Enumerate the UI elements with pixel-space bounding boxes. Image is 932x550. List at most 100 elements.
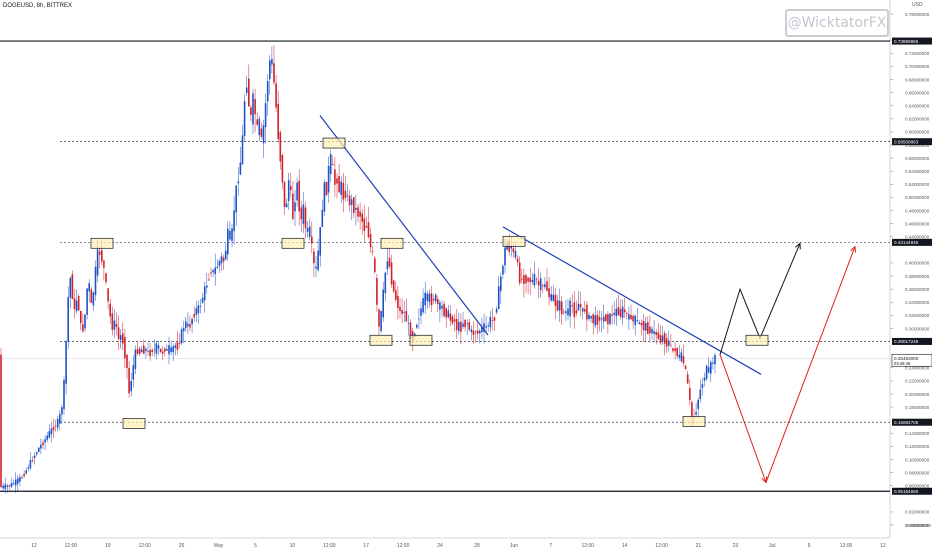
candle-body: [672, 348, 674, 352]
candle-body: [439, 302, 441, 310]
candle-body: [353, 197, 355, 214]
level-price-tag: [892, 337, 932, 345]
candle-body: [546, 281, 548, 291]
candle-body: [365, 225, 368, 228]
candle-body: [390, 262, 393, 285]
marker-box: [90, 237, 114, 249]
candle-body: [325, 181, 328, 196]
y-tick-label: 0.44000000: [905, 235, 930, 240]
candle-body: [269, 60, 271, 80]
x-tick-label: 26: [179, 543, 185, 549]
x-tick-label: 24: [437, 543, 443, 549]
candle-body: [264, 103, 267, 128]
candle-body: [71, 274, 74, 299]
candle-body: [124, 336, 126, 359]
candle-body: [35, 452, 38, 455]
candle-body: [657, 332, 660, 339]
candle-body: [663, 333, 666, 344]
candle-body: [701, 384, 704, 389]
y-tick-label: 0.08000000: [905, 470, 930, 475]
candle-body: [2, 485, 4, 489]
candle-body: [203, 286, 206, 301]
candle-body: [403, 311, 405, 313]
candle-body: [132, 365, 135, 380]
candle-body: [556, 300, 559, 311]
candle-body: [229, 230, 231, 240]
candle-body: [8, 485, 11, 487]
candle-body: [392, 280, 395, 292]
candle-body: [638, 322, 641, 325]
candle-body: [670, 344, 672, 346]
candle-body: [258, 118, 261, 136]
candle-body: [502, 265, 504, 275]
y-tick-label: 0.12000000: [905, 444, 930, 449]
candle-body: [678, 354, 681, 358]
candle-body: [533, 273, 536, 286]
level-price-tag: [892, 138, 932, 146]
candle-body: [308, 226, 311, 237]
candle-body: [636, 320, 639, 322]
candle-body: [140, 349, 143, 353]
candle-body: [241, 135, 244, 165]
candle-body: [235, 185, 237, 213]
candle-body: [254, 99, 256, 115]
candle-body: [210, 272, 212, 274]
candle-body: [275, 83, 277, 108]
candle-body: [380, 311, 382, 331]
candle-body: [573, 302, 576, 318]
candle-body: [668, 340, 670, 346]
candle-body: [90, 289, 93, 304]
candle-body: [460, 321, 462, 333]
candle-body: [539, 278, 542, 291]
candle-body: [531, 280, 534, 283]
candle-body: [67, 296, 69, 342]
x-tick-label: 17: [363, 543, 369, 549]
candle-body: [518, 262, 521, 284]
marker-box: [122, 418, 146, 429]
x-tick-label: Jun: [510, 543, 518, 549]
candle-body: [155, 343, 158, 354]
y-tick-label: 0.40000000: [905, 261, 930, 266]
candle-body: [130, 381, 132, 392]
candle-body: [487, 325, 489, 327]
candle-body: [338, 176, 340, 193]
candle-body: [311, 236, 313, 244]
candle-body: [151, 350, 153, 353]
candle-body: [588, 314, 590, 320]
candle-body: [594, 315, 597, 326]
candle-body: [569, 300, 571, 317]
currency-label: USD: [912, 2, 923, 8]
candle-body: [348, 195, 351, 206]
candle-body: [695, 412, 697, 415]
candle-body: [168, 345, 170, 355]
candle-body: [159, 348, 162, 353]
projection-recovery-arrow-arrowhead: [850, 245, 857, 253]
x-tick-label: 7: [549, 543, 552, 549]
candle-body: [626, 312, 628, 314]
candle-body: [644, 322, 647, 331]
x-tick-label: 12:00: [323, 543, 336, 549]
x-tick-label: Jul: [769, 543, 775, 549]
candle-body: [98, 251, 101, 255]
candle-body: [208, 279, 210, 281]
candle-body: [558, 300, 561, 311]
y-tick-label: 0.70000000: [905, 64, 930, 69]
candle-body: [661, 335, 664, 342]
candle-body: [319, 227, 321, 256]
candle-body: [227, 228, 229, 255]
candle-body: [466, 323, 468, 325]
y-tick-label: 0.56000000: [905, 156, 930, 161]
y-tick-label: 0.30000000: [905, 326, 930, 331]
candle-body: [571, 305, 573, 307]
marker-box: [409, 334, 433, 346]
candle-body: [75, 300, 78, 311]
candle-body: [481, 326, 483, 333]
y-tick-label: 0.00000000: [905, 523, 930, 528]
candle-body: [386, 261, 389, 270]
candle-body: [294, 202, 296, 212]
candle-body: [495, 308, 498, 313]
candle-body: [640, 322, 643, 326]
candle-body: [367, 222, 370, 237]
candle-body: [617, 307, 620, 315]
candle-body: [237, 181, 240, 184]
